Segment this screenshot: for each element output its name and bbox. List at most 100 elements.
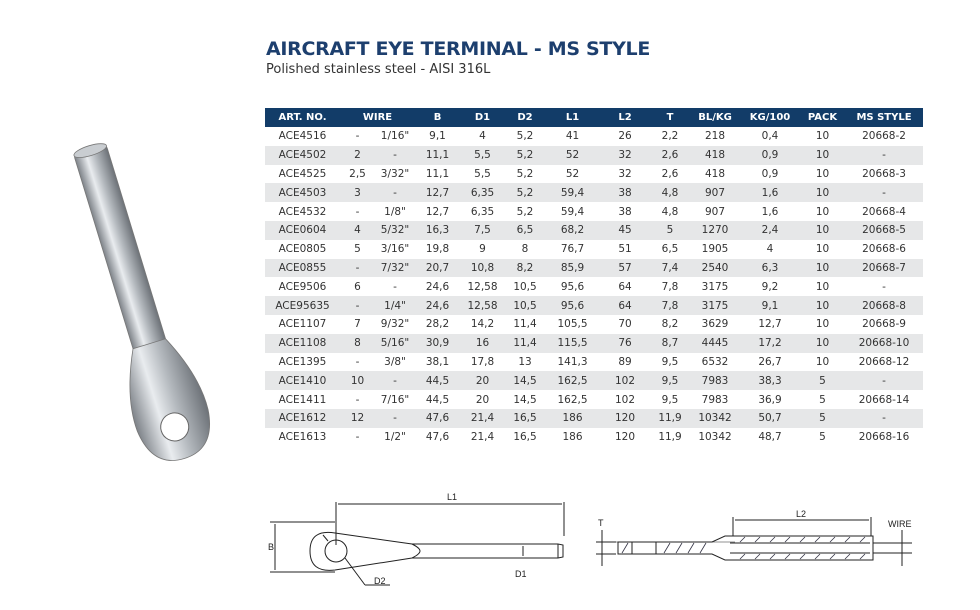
table-cell: 20668-16 <box>858 431 910 444</box>
column-header: L1 <box>545 108 601 127</box>
table-cell: 5,2 <box>516 130 534 143</box>
column-header: WIRE <box>340 108 416 127</box>
table-cell: 57 <box>600 258 651 278</box>
table-cell: ACE0805 <box>278 243 327 256</box>
table-cell: 10 <box>800 333 846 353</box>
table-cell: 76 <box>600 333 651 353</box>
table-cell: 20 <box>460 371 506 391</box>
table-cell: ACE4503 <box>265 183 340 203</box>
table-cell: 44,5 <box>425 393 450 406</box>
table-cell: ACE95635 <box>265 296 340 315</box>
table-cell: 10 <box>815 167 830 180</box>
table-cell: 10,5 <box>513 280 537 293</box>
table-row: ACE4502 2-11,1 5,5 5,2 52 32 2,6 418 0,9 10- <box>265 145 924 165</box>
table-cell: 10 <box>815 318 830 331</box>
table-cell: 10 <box>340 371 375 391</box>
table-cell: 11,4 <box>505 333 546 353</box>
table-cell: 1/8" <box>384 205 406 218</box>
table-cell: 5,2 <box>516 167 534 180</box>
table-cell: 7,8 <box>661 280 679 293</box>
page-subtitle: Polished stainless steel - AISI 316L <box>266 62 491 77</box>
table-cell: 8,2 <box>505 258 546 278</box>
table-cell: 1/16" <box>380 130 410 143</box>
table-cell: 59,4 <box>560 205 585 218</box>
table-cell: 1,6 <box>761 205 779 218</box>
table-row: ACE0805 5 3/16" 19,8 9 8 76,7 51 6,5 1905 4 10 20668… <box>265 240 923 259</box>
table-cell: 20668-14 <box>858 393 910 406</box>
table-row: ACE1410 10-44,5 20 14,5 162,5 102 9,5 7983 38,3 5… <box>265 371 924 391</box>
table-cell: 12 <box>340 408 375 428</box>
table-cell: 20668-9 <box>862 318 906 331</box>
table-header-row: ART. NO. WIRE B D1 D2 L1 L2 T BL/KG KG/100 PACK MS … <box>265 108 924 127</box>
table-cell: 2540 <box>690 258 741 278</box>
label-l1: L1 <box>447 492 457 502</box>
table-cell: 4445 <box>690 333 741 353</box>
table-cell: 8,2 <box>661 318 679 331</box>
table-cell: ACE1613 <box>278 431 327 444</box>
table-cell: 4,8 <box>661 205 679 218</box>
table-cell: 162,5 <box>557 393 588 406</box>
table-cell: - <box>375 145 416 165</box>
table-cell: 50,7 <box>740 408 801 428</box>
table-cell: 16 <box>460 333 506 353</box>
table-cell: - <box>375 183 416 203</box>
table-cell: 5 <box>819 431 826 444</box>
label-d1: D1 <box>515 569 527 579</box>
table-cell: 20668-8 <box>845 296 924 315</box>
table-cell: 162,5 <box>545 371 601 391</box>
table-cell: 11,9 <box>658 431 682 444</box>
table-cell: ACE4525 <box>278 167 327 180</box>
table-cell: 4 <box>340 220 375 240</box>
table-cell: - <box>340 296 375 315</box>
table-cell: 85,9 <box>545 258 601 278</box>
table-cell: 14,2 <box>470 318 495 331</box>
table-cell: 11,1 <box>425 167 450 180</box>
table-row: ACE0604 4 5/32" 16,3 7,5 6,5 68,2 45 5 1270 2,4 10 2… <box>265 220 924 240</box>
table-cell: 11,9 <box>650 408 691 428</box>
table-cell: 76,7 <box>560 243 585 256</box>
table-cell: 11,4 <box>513 318 537 331</box>
table-cell: 11,1 <box>415 145 461 165</box>
table-cell: 5 <box>354 243 361 256</box>
table-cell: 10 <box>800 145 846 165</box>
table-cell: 418 <box>704 167 726 180</box>
table-cell: 20668-3 <box>862 167 906 180</box>
table-cell: 52 <box>565 167 580 180</box>
table-cell: 6,35 <box>460 183 506 203</box>
table-cell: 13 <box>518 355 532 368</box>
table-cell: 115,5 <box>545 333 601 353</box>
table-cell: 10342 <box>698 431 732 444</box>
table-cell: 20,7 <box>415 258 461 278</box>
table-cell: 38,3 <box>740 371 801 391</box>
page-title: AIRCRAFT EYE TERMINAL - MS STYLE <box>266 38 651 60</box>
table-cell: - <box>355 130 360 143</box>
table-cell: 45 <box>600 220 651 240</box>
table-cell: 9 <box>479 243 486 256</box>
table-cell: 10 <box>815 243 830 256</box>
table-cell: 2,4 <box>740 220 801 240</box>
table-cell: 6532 <box>701 355 729 368</box>
table-cell: 5/16" <box>375 333 416 353</box>
table-cell: 0,4 <box>761 130 779 143</box>
table-cell: 8 <box>340 333 375 353</box>
table-cell: 24,6 <box>415 296 461 315</box>
table-cell: - <box>393 280 397 293</box>
table-cell: 8,7 <box>650 333 691 353</box>
table-cell: 7 <box>354 318 361 331</box>
table-row: ACE4525 2,5 3/32" 11,1 5,5 5,2 52 32 2,6 418 0,9 10… <box>265 165 923 184</box>
table-cell: 5,2 <box>505 145 546 165</box>
table-cell: 12,7 <box>425 205 450 218</box>
label-l2: L2 <box>796 509 806 519</box>
table-cell: 10 <box>800 220 846 240</box>
table-cell: 89 <box>618 355 632 368</box>
table-cell: 4 <box>479 130 486 143</box>
table-cell: 6 <box>354 280 361 293</box>
table-cell: ACE1395 <box>278 355 327 368</box>
table-cell: 5,5 <box>474 167 491 180</box>
table-cell: 1,6 <box>740 183 801 203</box>
table-cell: 12,7 <box>758 318 782 331</box>
table-cell: 102 <box>600 371 651 391</box>
table-cell: 9,1 <box>740 296 801 315</box>
table-cell: 6,5 <box>505 220 546 240</box>
table-cell: 5/32" <box>375 220 416 240</box>
